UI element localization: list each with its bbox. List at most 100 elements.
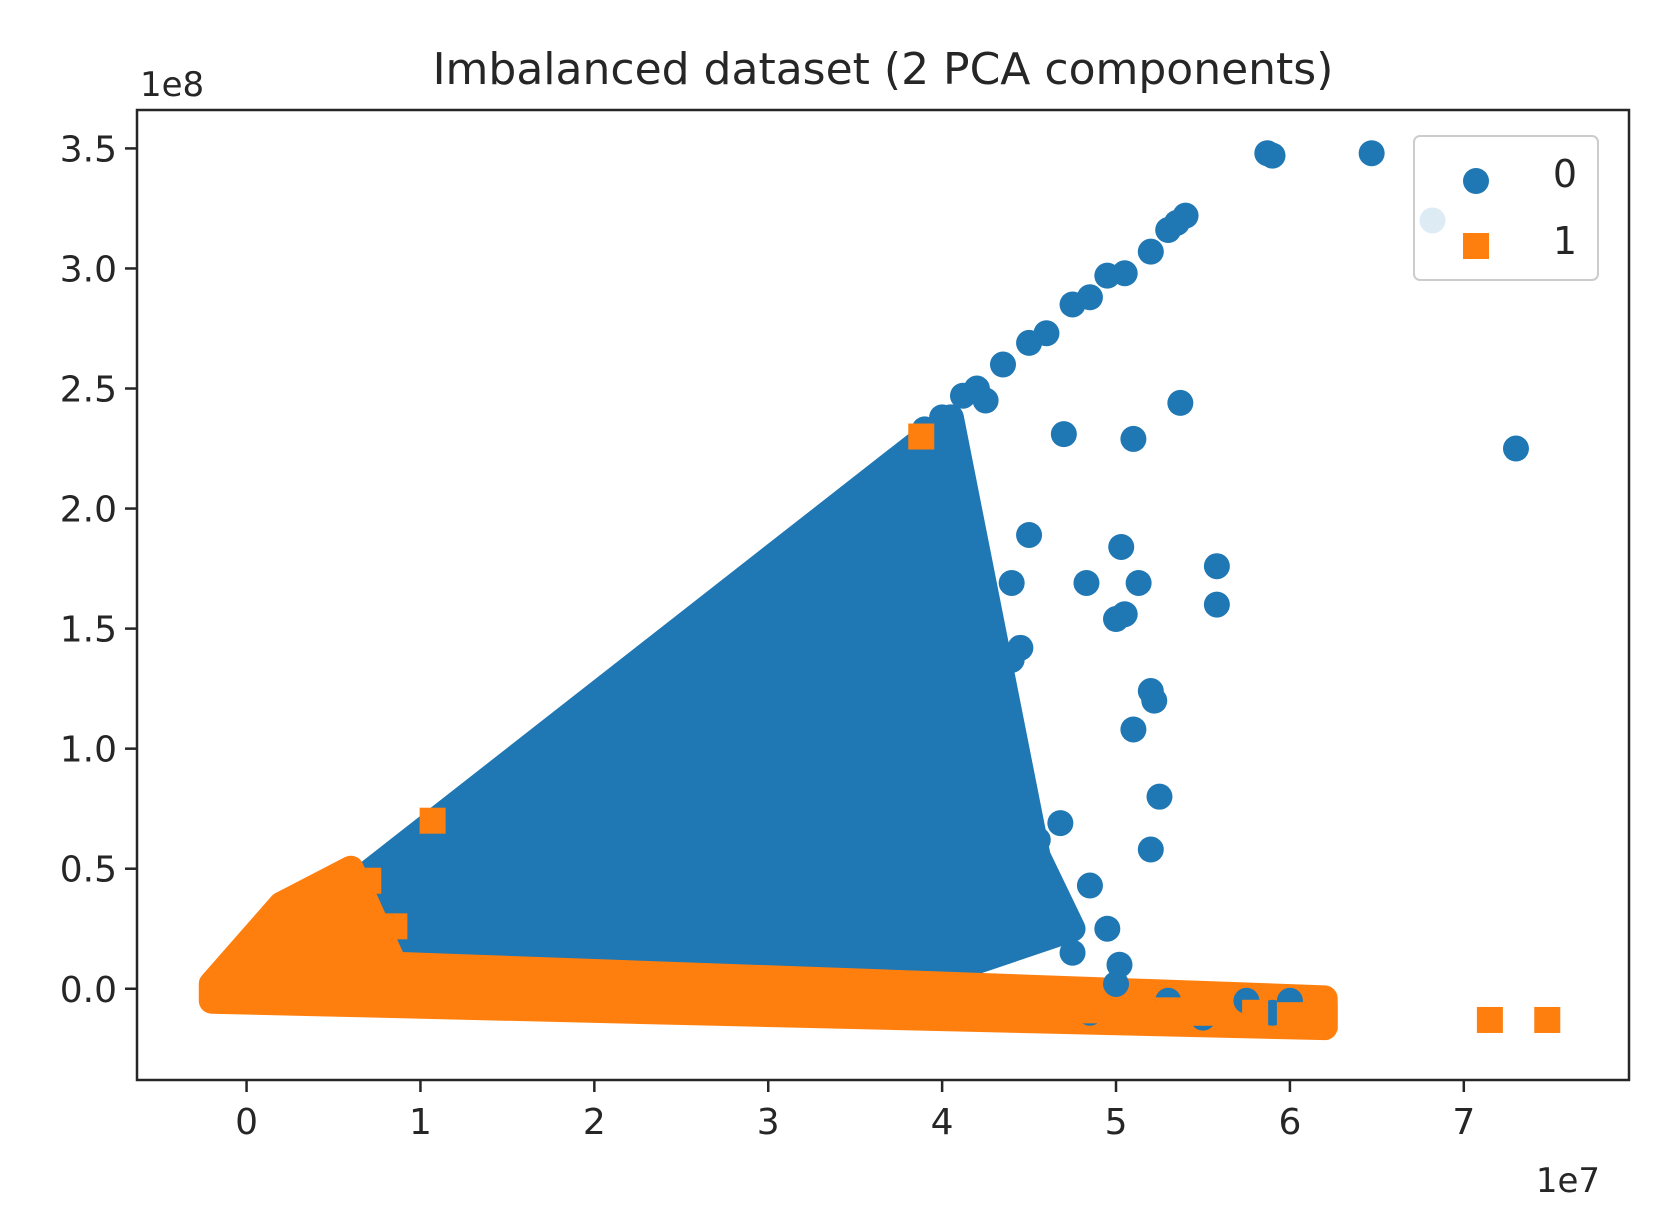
point-class-0 xyxy=(1502,435,1529,462)
y-axis: 0.0 0.5 1.0 1.5 2.0 2.5 3.0 3.5 xyxy=(60,129,137,1011)
y-tick-label: 2.5 xyxy=(60,370,117,411)
point-class-1 xyxy=(1155,997,1182,1024)
point-class-1 xyxy=(911,994,938,1021)
point-class-0 xyxy=(989,351,1016,378)
point-class-1 xyxy=(207,970,234,997)
point-class-0 xyxy=(1108,533,1135,560)
point-class-0 xyxy=(1094,262,1121,289)
point-class-0 xyxy=(833,545,860,572)
point-class-0 xyxy=(876,838,903,865)
point-class-0 xyxy=(1120,716,1147,743)
point-class-0 xyxy=(1094,915,1121,942)
point-class-0 xyxy=(894,521,921,548)
x-tick-label: 2 xyxy=(583,1102,606,1143)
point-class-1 xyxy=(1242,999,1269,1026)
y-axis-offset-label: 1e8 xyxy=(140,65,204,105)
point-class-1 xyxy=(419,807,446,834)
plot-area xyxy=(198,140,1561,1041)
point-class-1 xyxy=(311,927,338,954)
point-class-0 xyxy=(955,711,982,738)
point-class-0 xyxy=(1047,810,1074,837)
point-class-1 xyxy=(337,951,364,978)
legend-marker-class-1 xyxy=(1463,233,1489,259)
point-class-0 xyxy=(1141,687,1168,714)
point-class-0 xyxy=(1002,793,1029,820)
point-class-0 xyxy=(998,569,1025,596)
point-class-1 xyxy=(798,990,825,1017)
point-class-1 xyxy=(1534,1006,1561,1033)
point-class-0 xyxy=(1259,142,1286,169)
x-tick-label: 6 xyxy=(1278,1102,1301,1143)
point-class-1 xyxy=(268,932,295,959)
point-class-0 xyxy=(842,759,869,786)
point-class-1 xyxy=(1189,999,1216,1026)
point-class-0 xyxy=(1016,521,1043,548)
point-class-1 xyxy=(381,913,408,940)
point-class-0 xyxy=(876,771,903,798)
point-class-0 xyxy=(981,783,1008,810)
x-axis-offset-label: 1e7 xyxy=(1536,1161,1600,1201)
point-class-0 xyxy=(1120,425,1147,452)
point-class-0 xyxy=(998,646,1025,673)
point-class-1 xyxy=(233,963,260,990)
point-class-0 xyxy=(1155,217,1182,244)
legend-marker-class-0 xyxy=(1463,168,1489,194)
point-class-0 xyxy=(807,680,834,707)
point-class-0 xyxy=(949,382,976,409)
axes-frame xyxy=(135,108,1631,1082)
point-class-1 xyxy=(946,994,973,1021)
y-tick-label: 1.5 xyxy=(60,610,117,651)
y-tick-label: 2.0 xyxy=(60,490,117,531)
point-class-0 xyxy=(920,783,947,810)
point-class-1 xyxy=(1311,1004,1338,1031)
point-class-0 xyxy=(1167,389,1194,416)
point-class-0 xyxy=(1059,291,1086,318)
point-class-1 xyxy=(908,423,935,450)
y-tick-label: 1.0 xyxy=(60,730,117,771)
x-tick-label: 5 xyxy=(1105,1102,1128,1143)
y-tick-label: 3.0 xyxy=(60,249,117,290)
point-class-0 xyxy=(798,747,825,774)
point-class-0 xyxy=(1103,970,1130,997)
chart-title: Imbalanced dataset (2 PCA components) xyxy=(433,44,1334,95)
point-class-0 xyxy=(1073,569,1100,596)
point-class-1 xyxy=(998,992,1025,1019)
legend-box xyxy=(1413,135,1599,281)
point-class-0 xyxy=(897,603,924,630)
y-tick-label: 0.5 xyxy=(60,850,117,891)
point-class-0 xyxy=(1203,553,1230,580)
point-class-0 xyxy=(972,387,999,414)
point-class-0 xyxy=(885,644,912,671)
dense-region-class-1 xyxy=(198,855,1338,1041)
legend-label-class-0: 0 xyxy=(1553,152,1577,196)
point-class-0 xyxy=(1024,826,1051,853)
point-class-0 xyxy=(1076,872,1103,899)
point-class-1 xyxy=(494,970,521,997)
x-tick-label: 4 xyxy=(931,1102,954,1143)
x-tick-label: 3 xyxy=(757,1102,780,1143)
point-class-0 xyxy=(949,531,976,558)
point-class-0 xyxy=(1106,951,1133,978)
point-class-0 xyxy=(1203,591,1230,618)
x-axis: 0 1 2 3 4 5 6 7 xyxy=(235,1080,1475,1143)
x-tick-label: 0 xyxy=(235,1102,258,1143)
point-class-1 xyxy=(842,994,869,1021)
legend: 0 1 xyxy=(1413,135,1599,281)
point-class-0 xyxy=(838,687,865,714)
point-class-0 xyxy=(1033,908,1060,935)
point-class-1 xyxy=(285,903,312,930)
point-class-1 xyxy=(1076,997,1103,1024)
point-class-1 xyxy=(668,975,695,1002)
point-class-1 xyxy=(737,987,764,1014)
point-class-0 xyxy=(1016,329,1043,356)
point-class-0 xyxy=(1050,421,1077,448)
point-class-0 xyxy=(1111,601,1138,628)
legend-label-class-1: 1 xyxy=(1553,219,1577,263)
y-tick-label: 3.5 xyxy=(60,129,117,170)
point-class-0 xyxy=(1059,939,1086,966)
point-class-0 xyxy=(946,567,973,594)
point-class-1 xyxy=(323,891,350,918)
point-class-1 xyxy=(355,867,382,894)
point-class-0 xyxy=(1137,238,1164,265)
